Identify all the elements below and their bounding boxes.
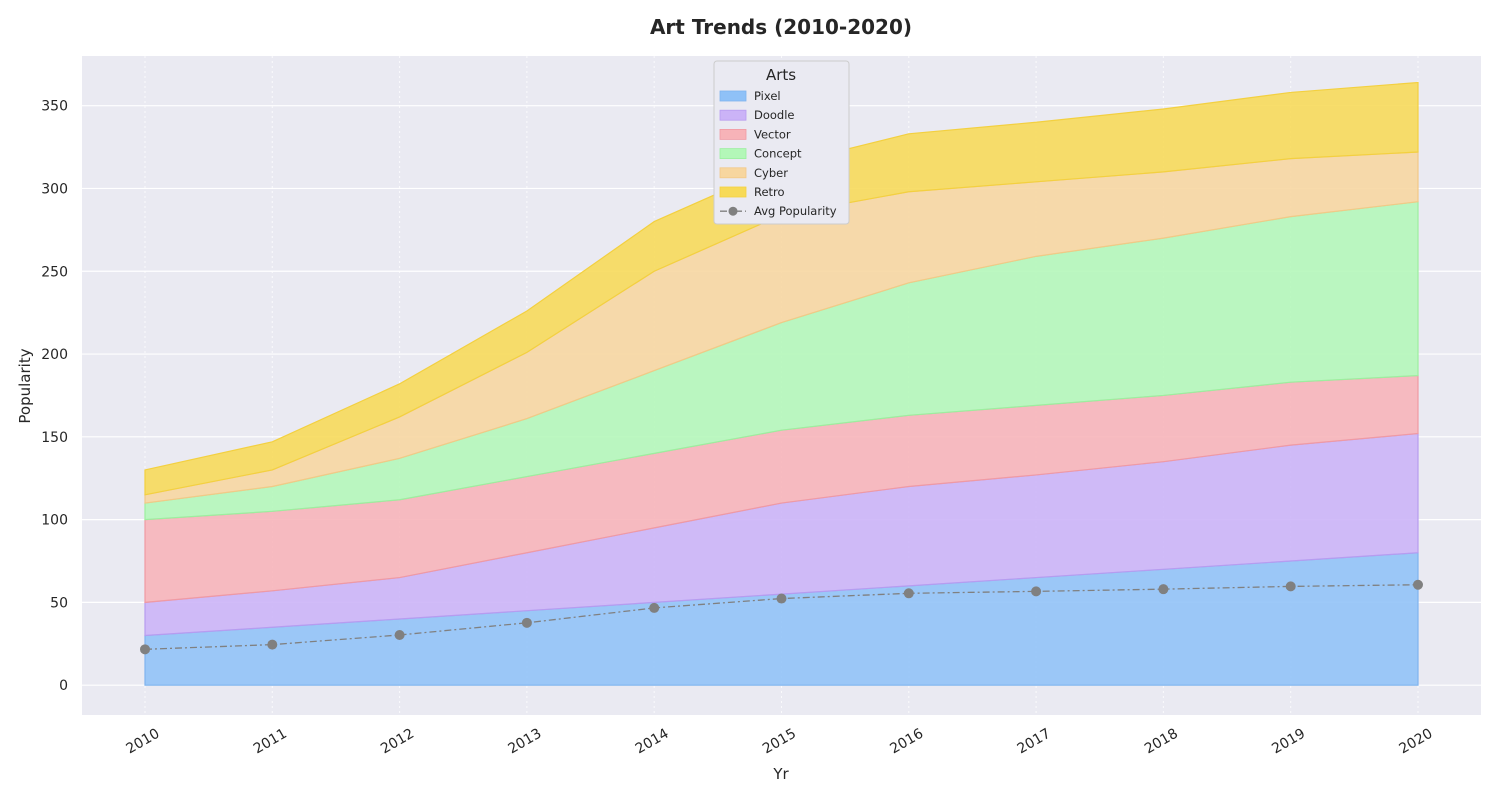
y-tick-label-200: 200: [41, 347, 68, 363]
avg-point-2020: [1413, 579, 1423, 590]
legend-title: Arts: [766, 66, 796, 84]
avg-point-2017: [1031, 586, 1042, 597]
legend-swatch-cyber: [719, 167, 747, 179]
legend-swatch-retro: [719, 186, 747, 198]
x-tick-label-2015: 2015: [760, 726, 799, 758]
avg-point-2019: [1285, 581, 1296, 592]
legend: Arts Pixel Doodle Vector Concept Cyber Retro A…: [713, 60, 850, 225]
avg-point-2010: [140, 644, 150, 655]
y-tick-label-350: 350: [41, 99, 68, 115]
chart-title: Art Trends (2010-2020): [650, 15, 912, 39]
legend-label-avg-popularity: Avg Popularity: [754, 204, 837, 218]
x-tick-label-2020: 2020: [1397, 726, 1436, 758]
avg-point-2016: [903, 588, 914, 599]
avg-popularity-line: [144, 584, 1419, 650]
legend-label-vector: Vector: [754, 127, 791, 141]
x-tick-label-2018: 2018: [1142, 726, 1181, 758]
y-axis-label: Popularity: [16, 348, 34, 423]
x-axis-label: Yr: [772, 765, 789, 783]
avg-point-2015: [776, 593, 787, 604]
x-tick-label-2017: 2017: [1015, 726, 1054, 758]
legend-swatch-vector: [719, 128, 747, 140]
x-tick-label-2012: 2012: [378, 726, 417, 758]
x-tick-label-2013: 2013: [505, 726, 544, 758]
legend-box: [713, 60, 850, 225]
legend-swatch-concept: [719, 148, 747, 160]
y-tick-label-100: 100: [41, 513, 68, 529]
legend-label-cyber: Cyber: [754, 166, 788, 180]
avg-point-2012: [394, 629, 405, 640]
avg-point-2013: [521, 617, 532, 628]
legend-marker-avg-popularity: [728, 206, 738, 216]
y-tick-label-0: 0: [59, 678, 68, 694]
y-tick-label-50: 50: [50, 595, 68, 611]
legend-swatch-doodle: [719, 109, 747, 121]
area-retro: [144, 81, 1419, 496]
area-layer: [144, 81, 1419, 686]
y-tick-label-150: 150: [41, 430, 68, 446]
x-tick-label-2016: 2016: [887, 726, 926, 758]
avg-point-2014: [649, 602, 660, 613]
avg-point-2011: [267, 639, 278, 650]
x-tick-label-2011: 2011: [251, 726, 290, 758]
legend-label-pixel: Pixel: [754, 89, 781, 103]
avg-point-2018: [1158, 584, 1169, 595]
legend-swatch-pixel: [719, 90, 747, 102]
x-tick-label-2019: 2019: [1269, 726, 1308, 758]
legend-label-retro: Retro: [754, 185, 785, 199]
legend-label-concept: Concept: [754, 147, 802, 161]
y-tick-label-300: 300: [41, 181, 68, 197]
x-tick-label-2014: 2014: [633, 726, 672, 758]
y-tick-label-250: 250: [41, 264, 68, 280]
avg-line-layer: [140, 579, 1423, 655]
legend-label-doodle: Doodle: [754, 108, 795, 122]
x-tick-label-2010: 2010: [124, 726, 163, 758]
